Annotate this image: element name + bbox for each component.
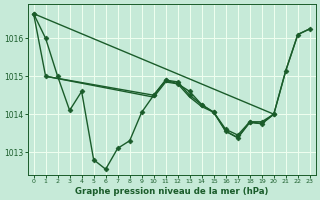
X-axis label: Graphe pression niveau de la mer (hPa): Graphe pression niveau de la mer (hPa) xyxy=(75,187,268,196)
